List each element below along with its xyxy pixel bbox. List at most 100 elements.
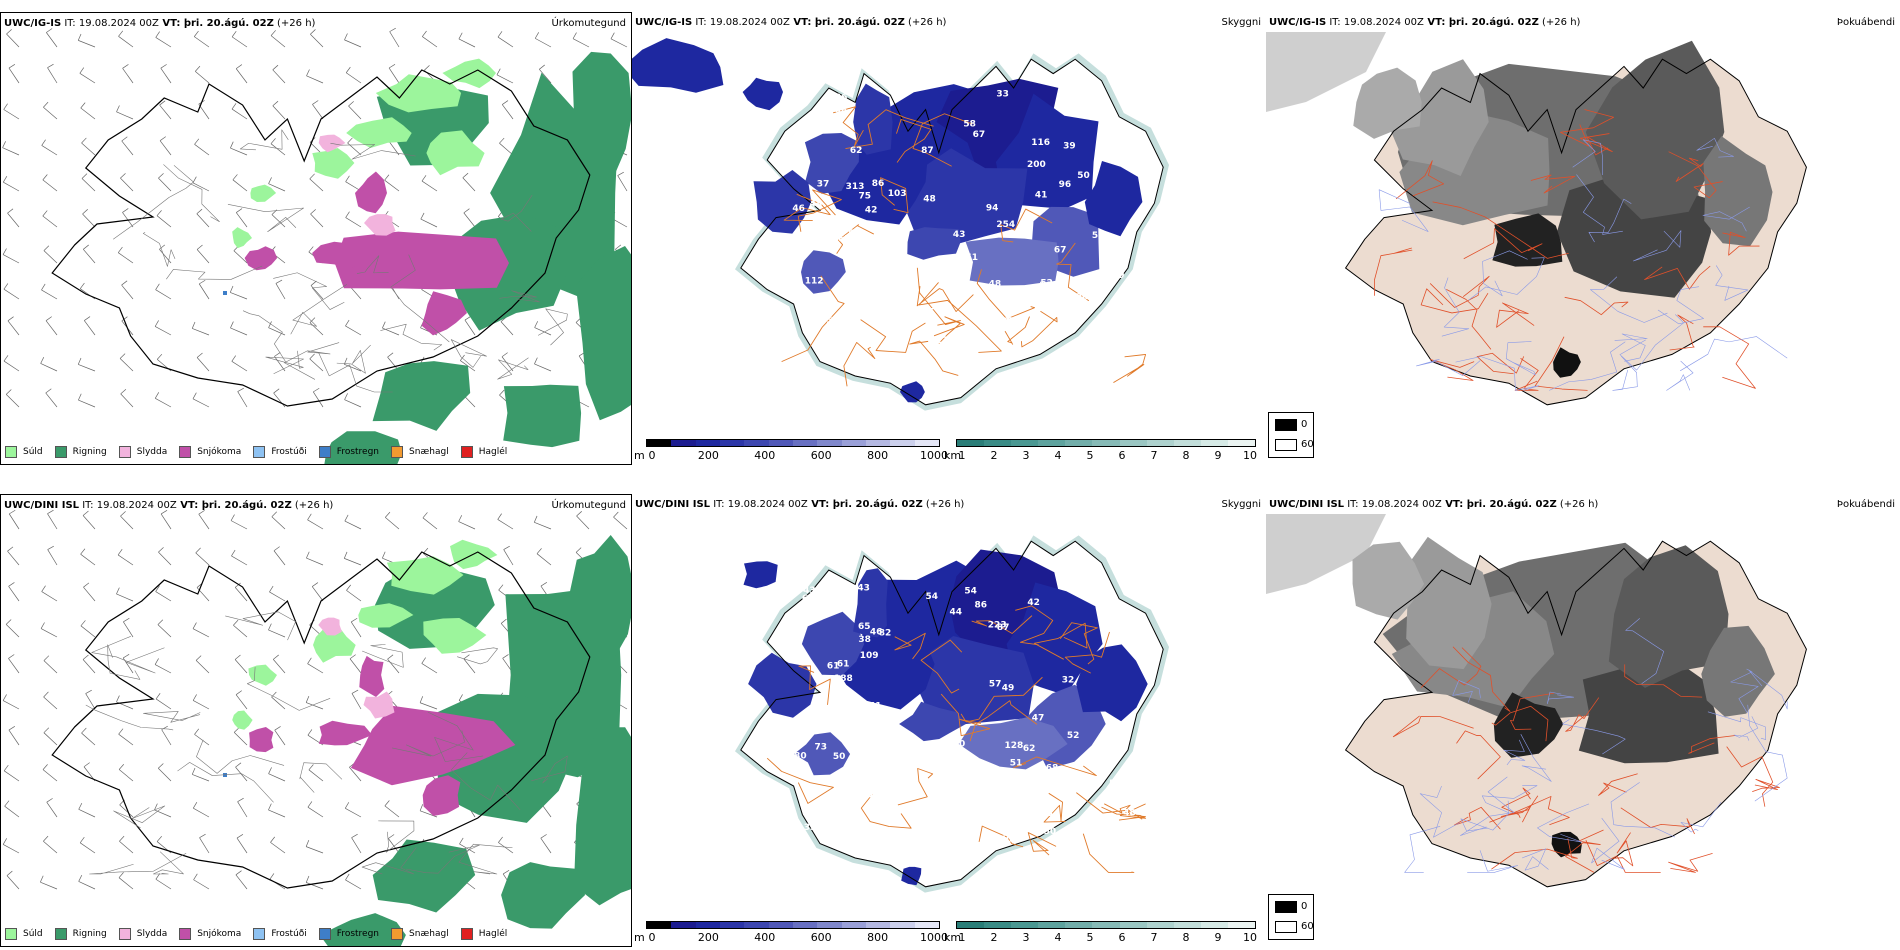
colorbar-tick: 200 <box>697 449 719 462</box>
cloud-base-label: 223 <box>1093 832 1112 842</box>
cloud-base-label: 51 <box>1092 231 1105 241</box>
fog-field <box>1266 514 1386 594</box>
cloud-base-label: 41 <box>1035 191 1048 201</box>
colorbar-strip <box>646 439 940 447</box>
cloud-base-label: 52 <box>1067 731 1080 741</box>
model-name: UWC/IG-IS <box>4 18 62 29</box>
cloud-base-label: 43 <box>803 602 816 612</box>
colorbar-segment <box>1011 440 1039 446</box>
cloud-base-label: 38 <box>887 339 900 349</box>
cloud-base-label: 350 <box>804 823 823 833</box>
cloud-base-area <box>853 83 893 155</box>
precip-type-panel-top: UWC/IG-IS IT: 19.08.2024 00Z VT: þri. 20… <box>0 12 632 465</box>
panel-title: Þokuábendi <box>1836 499 1895 510</box>
vt-label: VT: <box>158 18 184 29</box>
cloud-base-label: 46 <box>792 204 805 214</box>
colorbar-tick: 7 <box>1150 449 1158 462</box>
rain-area <box>501 862 586 929</box>
legend-item: Frostúði <box>253 928 307 940</box>
colorbar-tick: 6 <box>1118 449 1126 462</box>
cloud-base-label: 159 <box>811 717 830 727</box>
drizzle-area <box>346 117 412 148</box>
cloud-base-label: 54 <box>1003 806 1016 816</box>
coastline <box>740 58 1164 406</box>
road-network <box>1374 109 1760 391</box>
drizzle-area <box>250 184 277 202</box>
rain-area <box>372 839 476 913</box>
cloud-base-area <box>1084 161 1143 237</box>
colorbar-segment <box>1146 922 1174 928</box>
cloud-base-label: 229 <box>936 336 955 346</box>
it-label: IT: <box>1344 499 1362 510</box>
colorbar-tick: 10 <box>1243 449 1257 462</box>
valid-time: þri. 20.ágú. 02Z <box>183 18 274 29</box>
panel-title: Úrkomutegund <box>551 18 626 29</box>
colorbar-tick: 1 <box>958 931 966 944</box>
cloud-base-label: 48 <box>989 280 1002 290</box>
legend-swatch <box>179 446 192 458</box>
model-name: UWC/DINI ISL <box>1269 499 1345 510</box>
cloud-base-label: 48 <box>1123 808 1136 818</box>
colorbar-tick: 3 <box>1022 931 1030 944</box>
fog-field <box>1387 59 1489 177</box>
cloud-base-label: 50 <box>833 752 846 762</box>
rain-area <box>324 431 402 464</box>
legend-swatch <box>5 928 17 940</box>
fog-field <box>1353 67 1422 139</box>
legend-swatch <box>318 928 331 940</box>
cloud-base-area <box>632 38 724 93</box>
colorbar-tick: 7 <box>1150 931 1158 944</box>
cloud-base-label: 62 <box>850 146 863 156</box>
colorbar-segment <box>1146 440 1174 446</box>
drizzle-area <box>426 130 485 176</box>
it-label: IT: <box>692 17 710 28</box>
legend-swatch <box>54 928 67 940</box>
fog-field <box>1553 347 1581 378</box>
colorbar-segment <box>1092 922 1120 928</box>
cloud-base-label: 38 <box>858 635 871 645</box>
colorbar-segment <box>1227 922 1256 928</box>
fog-field <box>1492 213 1563 267</box>
snow-area <box>350 705 516 786</box>
cloud-base-label: 223 <box>988 621 1007 631</box>
legend-swatch <box>179 928 192 940</box>
colorbar-unit: m <box>634 449 645 462</box>
colorbar-unit: km <box>944 931 962 944</box>
cloud-base-area <box>915 636 1034 725</box>
model-name: UWC/IG-IS <box>1269 17 1327 28</box>
precip-type-panel-bottom: UWC/DINI ISL IT: 19.08.2024 00Z VT: þri.… <box>0 494 632 947</box>
cloud-base-label: 42 <box>1027 598 1040 608</box>
cloud-base-label: 58 <box>848 229 861 239</box>
colorbar-segment <box>1092 440 1120 446</box>
cloud-base-label: 44 <box>1124 280 1137 290</box>
lead-time: (+26 h) <box>291 500 334 511</box>
cloud-base-label: 44 <box>950 608 963 618</box>
init-time: 19.08.2024 00Z <box>1361 499 1442 510</box>
cloud-base-label: 65 <box>858 622 871 632</box>
drizzle-area <box>386 556 464 595</box>
colorbar-tick: 5 <box>1086 449 1094 462</box>
fog-map <box>1266 32 1900 465</box>
drizzle-area <box>232 227 252 249</box>
lead-time: (+26 h) <box>1538 17 1581 28</box>
colorbar-segment <box>865 922 891 928</box>
cloud-base-label: 85 <box>779 278 792 288</box>
colorbar-segment <box>957 922 985 928</box>
cloud-base-label: 43 <box>868 276 881 286</box>
colorbar-tick: 1000 <box>920 449 948 462</box>
legend-swatch <box>460 928 473 940</box>
fog-map <box>1266 514 1900 947</box>
colorbar-segment <box>1119 440 1147 446</box>
legend-swatch <box>54 446 67 458</box>
cloudbase-panel-bottom: 90 159 87 49 42 43 40 54 58 41 65 43 60 32 48 44 46 51 50 5… <box>632 494 1266 947</box>
cloud-base-label: 101 <box>816 216 835 226</box>
drizzle-area <box>423 618 487 654</box>
panel-header: UWC/DINI ISL IT: 19.08.2024 00Z VT: þri.… <box>635 498 1263 512</box>
fog-legend-label: 0 <box>1301 901 1308 912</box>
cloud-base-labels: 90 88 103 85 86 92 65 77 106 90 41 42 39 41 62 69 38 46 52… <box>779 89 1141 359</box>
legend-item: Rigning <box>54 928 107 940</box>
cloud-base-label: 43 <box>1041 809 1054 819</box>
lead-time: (+26 h) <box>1556 499 1599 510</box>
colorbar-segment <box>792 922 818 928</box>
model-name: UWC/DINI ISL <box>4 500 80 511</box>
